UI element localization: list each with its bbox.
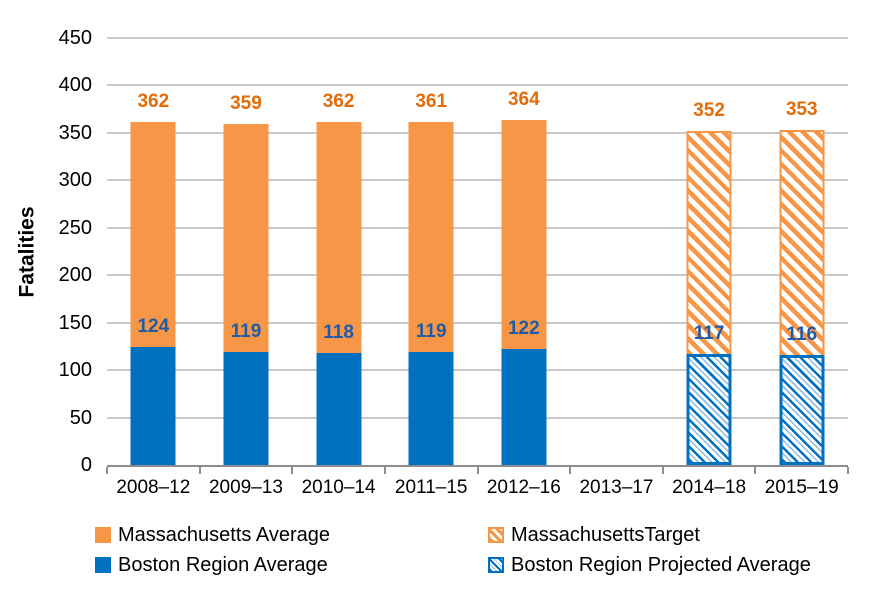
bar-boston-region-average [316,353,362,465]
axis-tick [383,467,386,474]
y-tick-label: 300 [58,169,92,192]
legend-swatch-hatched-orange [488,527,504,543]
value-label-boston-region-projected-average: 116 [786,323,818,345]
gridline [107,321,848,324]
bar-boston-region-average [408,352,454,465]
category-cell: 364 122 [478,38,571,465]
axis-tick [106,467,108,474]
value-label-massachusettstarget: 352 [693,100,725,121]
bar-boston-region-average [130,347,176,465]
gridline [107,416,848,419]
legend-item-boston-region-projected-average: Boston Region Projected Average [488,554,811,576]
legend: Massachusetts Average MassachusettsTarge… [95,524,811,576]
value-label-massachusetts-average: 364 [507,88,540,110]
x-tick-label: 2014–18 [672,477,747,498]
legend-label: Massachusetts Average [118,524,330,546]
x-tick-label: 2011–15 [394,477,468,498]
bar-boston-region-average [223,352,269,465]
legend-item-massachusetts-target: MassachusettsTarget [488,524,811,546]
bar-boston-region-projected-average [686,353,732,465]
y-tick-label: 400 [58,74,92,97]
y-tick-label: 450 [58,27,92,49]
value-label-boston-region-average: 122 [507,318,540,340]
gridline [107,274,848,277]
legend-label: Boston Region Projected Average [511,554,811,576]
category-cell: 362 124 [107,38,200,465]
category-cell: 352 117 [663,38,756,465]
value-label-massachusetts-average: 362 [137,90,170,112]
gridline [107,84,848,87]
y-tick-label: 350 [58,121,92,144]
gridline [107,369,848,372]
value-label-boston-region-average: 124 [137,316,170,338]
x-tick-label: 2015–19 [764,477,839,498]
y-tick-label: 200 [58,264,92,287]
value-label-boston-region-average: 119 [230,321,262,343]
value-label-massachusettstarget: 353 [785,99,818,121]
category-cell: 362 118 [292,38,385,465]
plot-area: 362 124 359 119 362 118 361 119 364 122 352 117 353 1… [106,37,849,474]
y-tick-label: 150 [58,311,92,334]
legend-label: Boston Region Average [118,554,328,576]
gridline [107,131,848,134]
axis-tick [476,467,479,474]
value-label-boston-region-average: 119 [415,321,447,343]
axis-tick [661,467,664,474]
y-tick-label: 250 [58,216,92,239]
y-tick-label: 50 [69,406,92,429]
axis-tick [569,467,572,474]
x-tick-label: 2012–16 [486,477,561,498]
category-cell: 359 119 [200,38,293,465]
x-axis-labels: 2008–12 2009–13 2010–14 2011–15 2012–16 2013–… [107,476,848,502]
value-label-massachusetts-average: 362 [322,90,355,112]
value-label-massachusetts-average: 361 [415,91,448,113]
legend-swatch-solid-orange [95,527,111,543]
y-tick-label: 0 [80,454,92,476]
legend-label: MassachusettsTarget [511,524,700,546]
gridline [107,226,848,229]
axis-tick [754,467,757,474]
gridline [107,37,848,39]
category-cell: 353 116 [755,38,848,465]
x-tick-label: 2008–12 [116,477,191,498]
gridline [107,179,848,182]
value-label-boston-region-average: 118 [323,322,354,344]
x-tick-label: 2010–14 [301,477,376,498]
axis-tick [198,467,201,474]
y-tick-label: 100 [58,359,92,382]
bar-boston-region-projected-average [779,354,825,465]
x-tick-label: 2013–17 [579,477,654,498]
legend-swatch-solid-blue [95,557,111,573]
y-axis-ticks: 450 400 350 300 250 200 150 100 50 0 [0,27,92,476]
axis-tick [847,467,849,474]
bar-boston-region-average [501,349,547,465]
legend-swatch-hatched-blue [488,557,504,573]
category-cell [570,38,663,465]
value-label-massachusetts-average: 359 [230,93,262,115]
legend-item-massachusetts-average: Massachusetts Average [95,524,488,546]
x-tick-label: 2009–13 [208,477,283,498]
category-cell: 361 119 [385,38,478,465]
axis-tick [291,467,294,474]
legend-item-boston-region-average: Boston Region Average [95,554,488,576]
value-label-boston-region-projected-average: 117 [693,322,725,344]
